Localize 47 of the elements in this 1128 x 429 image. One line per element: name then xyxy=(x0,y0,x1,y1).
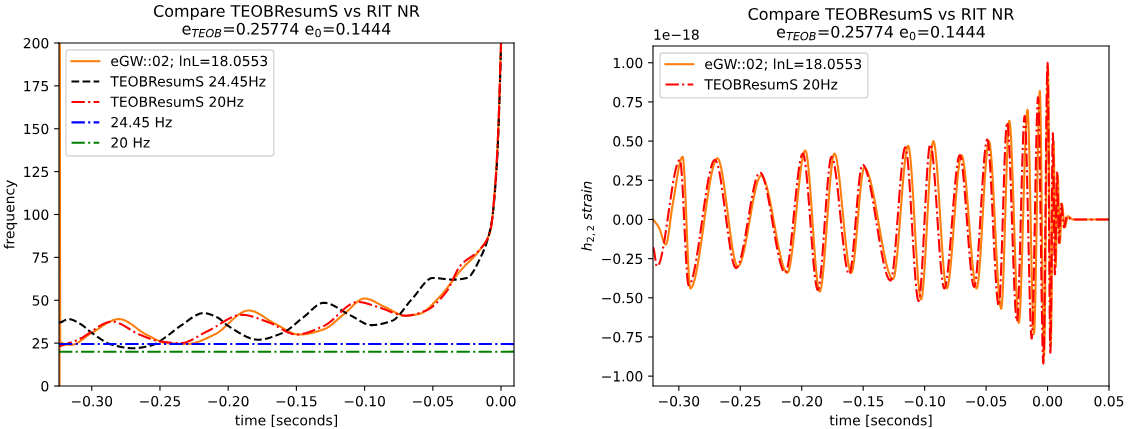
y-tick-label: −1.00 xyxy=(602,371,643,382)
y-tick-label: −0.50 xyxy=(602,292,643,304)
y-tick-label: 0.50 xyxy=(613,136,643,147)
x-tick-label: −0.20 xyxy=(781,395,823,407)
y-axis-title: h$_{2,2}$ strain xyxy=(581,181,596,251)
x-tick-label: −0.20 xyxy=(208,395,249,407)
x-tick-label: 0.00 xyxy=(486,395,516,407)
legend-label: 20 Hz xyxy=(111,137,150,148)
chart-title: Compare TEOBResumS vs RIT NR e$_{TEOB}$=0.25774 e$_{0}$=0.1444 xyxy=(153,4,420,38)
x-axis-title: time [seconds] xyxy=(235,414,338,428)
legend-label: eGW::02; lnL=18.0553 xyxy=(111,55,268,68)
y-tick-label: 0.00 xyxy=(613,214,643,225)
y-tick-label: 25 xyxy=(32,338,49,349)
y-tick-label: 100 xyxy=(24,209,49,220)
legend-label: TEOBResumS 20Hz xyxy=(704,79,838,90)
x-tick-label: 0.00 xyxy=(1033,395,1063,407)
y-tick-label: 1.00 xyxy=(613,57,643,69)
x-tick-label: −0.30 xyxy=(659,395,700,407)
x-tick-label: −0.30 xyxy=(71,395,113,407)
y-tick-label: 125 xyxy=(24,166,49,178)
legend-label: TEOBResumS 20Hz xyxy=(110,96,244,108)
y-tick-label: −0.25 xyxy=(602,253,643,265)
y-axis-title: frequency xyxy=(3,180,18,250)
x-tick-label: −0.15 xyxy=(843,395,884,407)
y-tick-label: 75 xyxy=(32,252,49,263)
x-tick-label: −0.10 xyxy=(344,395,385,407)
x-tick-label: −0.05 xyxy=(413,395,453,407)
legend-label: 24.45 Hz xyxy=(111,116,172,128)
x-tick-label: −0.05 xyxy=(966,395,1007,407)
y-tick-label: 0 xyxy=(41,380,49,392)
x-tick-label: −0.25 xyxy=(720,395,761,407)
x-tick-label: −0.25 xyxy=(140,395,181,407)
x-tick-label: 0.05 xyxy=(1094,395,1124,407)
legend-label: TEOBResumS 24.45Hz xyxy=(110,76,266,87)
chart-title: Compare TEOBResumS vs RIT NR e$_{TEOB}$=0.25774 e$_{0}$=0.1444 xyxy=(748,7,1014,41)
y-tick-label: 50 xyxy=(32,295,49,306)
legend-label: eGW::02; lnL=18.0553 xyxy=(705,58,862,71)
x-tick-label: −0.10 xyxy=(904,395,945,407)
x-axis-title: time [seconds] xyxy=(829,414,932,428)
x-tick-label: −0.15 xyxy=(276,395,317,407)
text: 1e−18 xyxy=(654,29,699,40)
y-tick-label: 0.25 xyxy=(613,175,643,186)
y-tick-label: 0.75 xyxy=(613,96,643,108)
y-tick-label: 150 xyxy=(24,123,49,135)
y-tick-label: −0.75 xyxy=(602,331,643,343)
y-tick-label: 200 xyxy=(23,37,49,49)
y-tick-label: 175 xyxy=(24,81,49,92)
